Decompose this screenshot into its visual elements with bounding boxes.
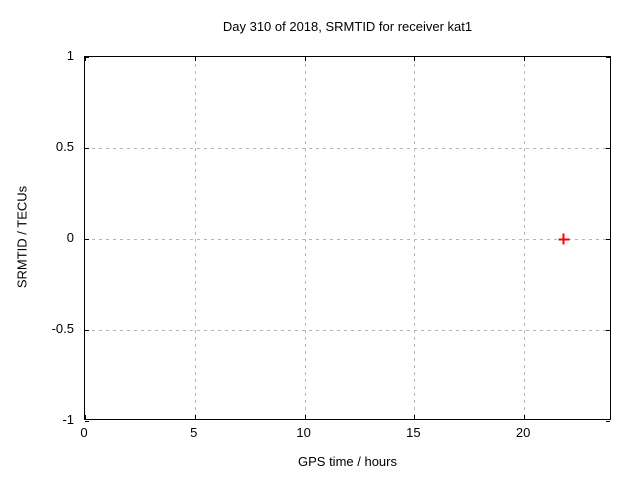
marker-vertical-bar [562, 233, 565, 245]
gridline-vertical [304, 57, 306, 419]
x-axis-tick [304, 415, 306, 419]
y-axis-tick [85, 57, 89, 58]
y-tick-label: 1 [66, 48, 74, 63]
x-axis-tick [414, 415, 416, 419]
x-axis-tick-mirror [304, 57, 306, 61]
y-tick-label: -1 [62, 412, 74, 427]
gridline-horizontal [85, 148, 610, 149]
plot-area [84, 56, 611, 422]
y-axis-tick [85, 421, 89, 422]
y-axis-tick-mirror [606, 239, 610, 240]
gridline-vertical [194, 57, 196, 419]
gridline-vertical [524, 57, 526, 419]
y-axis-tick [85, 148, 89, 149]
y-axis-tick-mirror [606, 57, 610, 58]
x-tick-label: 15 [406, 425, 421, 440]
gridline-horizontal [85, 239, 610, 240]
x-tick-label: 5 [190, 425, 198, 440]
data-point-marker [558, 233, 570, 245]
gridline-horizontal [85, 330, 610, 331]
x-axis-tick-mirror [194, 57, 196, 61]
y-tick-label: 0 [66, 230, 74, 245]
x-axis-tick-mirror [85, 57, 86, 61]
chart-title: Day 310 of 2018, SRMTID for receiver kat… [222, 19, 473, 34]
x-axis-tick-mirror [414, 57, 416, 61]
y-axis-tick [85, 239, 89, 240]
gridline-vertical [414, 57, 416, 419]
x-tick-label: 0 [80, 425, 88, 440]
x-tick-label: 10 [296, 425, 311, 440]
y-tick-label: 0.5 [55, 139, 74, 154]
x-axis-tick [85, 415, 86, 419]
x-axis-tick [194, 415, 196, 419]
x-axis-tick [524, 415, 526, 419]
x-tick-label: 20 [515, 425, 531, 440]
y-axis-tick [85, 330, 89, 331]
x-axis-tick-mirror [524, 57, 526, 61]
x-axis-label: GPS time / hours [298, 454, 397, 469]
y-axis-tick-mirror [606, 148, 610, 149]
y-axis-tick-mirror [606, 330, 610, 331]
y-axis-tick-mirror [606, 421, 610, 422]
y-tick-label: -0.5 [51, 321, 74, 336]
